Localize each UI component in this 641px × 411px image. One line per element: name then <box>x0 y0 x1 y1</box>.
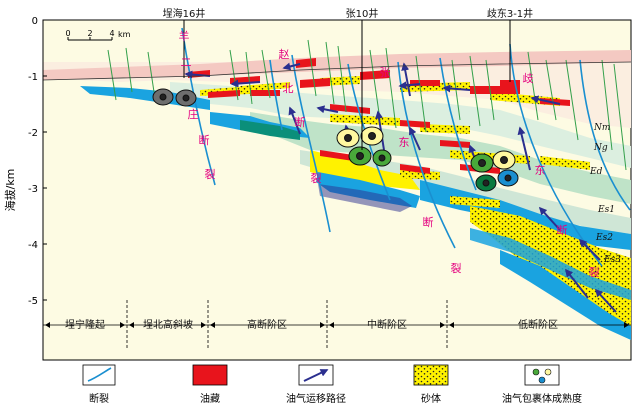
stratum-es2: Es2 <box>595 233 613 243</box>
middle-block-stripes <box>318 184 412 212</box>
svg-text:赵: 赵 <box>279 47 290 61</box>
scale-bar: 0 2 4 km <box>65 29 131 41</box>
zone-high-step: 高断阶区 <box>247 318 287 331</box>
well-label-zhang10: 张10井 <box>346 7 379 20</box>
stratum-es3: Es3 <box>603 255 621 265</box>
minor-faults <box>107 39 627 171</box>
zone-chengning-uplift: 埕宁隆起 <box>65 318 105 331</box>
svg-text:庄: 庄 <box>188 107 199 121</box>
stratum-es1: Es1 <box>597 205 615 215</box>
svg-text:裂: 裂 <box>205 168 216 181</box>
svg-text:油气包裹体成熟度: 油气包裹体成熟度 <box>502 392 582 405</box>
svg-text:二: 二 <box>181 56 192 69</box>
well-lines <box>183 20 511 150</box>
legend: 断裂 油藏 油气运移路径 砂体 油气包裹体成熟度 <box>82 364 582 405</box>
fault-yangerzhuang <box>181 27 216 186</box>
legend-sand: 砂体 <box>413 364 449 405</box>
svg-text:歧: 歧 <box>523 72 534 85</box>
y-tick-0: 0 <box>32 16 38 27</box>
scale-tick-0: 0 <box>65 29 70 38</box>
svg-text:断: 断 <box>199 133 210 147</box>
svg-text:裂: 裂 <box>589 266 600 279</box>
y-tick-1: -1 <box>28 72 38 83</box>
svg-text:砂体: 砂体 <box>421 392 441 405</box>
well-label-qidong3-1: 歧东3-1井 <box>487 7 533 20</box>
layer-es3-blue-lower <box>500 250 631 340</box>
surface-line <box>42 61 632 81</box>
zone-bar: 埕宁隆起 埕北高斜坡 高断阶区 中断阶区 低断阶区 <box>43 300 631 350</box>
svg-text:断: 断 <box>295 115 306 129</box>
y-tick-4: -4 <box>28 240 38 251</box>
scale-tick-2: 2 <box>87 29 92 38</box>
svg-text:东: 东 <box>535 164 546 177</box>
zone-chengbei-slope: 埕北高斜坡 <box>143 318 193 331</box>
y-tick-2: -2 <box>28 128 38 139</box>
svg-text:东: 东 <box>399 136 410 149</box>
zone-middle-step: 中断阶区 <box>367 318 407 331</box>
legend-inclusion-maturity: 油气包裹体成熟度 <box>502 364 582 405</box>
fault-name-labels: 羊 二 庄 断 裂 赵 北 断 裂 张 东 断 裂 歧 东 断 裂 <box>179 29 600 279</box>
section-body <box>43 27 631 340</box>
stratum-nm: Nm <box>593 123 610 133</box>
svg-text:裂: 裂 <box>451 262 462 275</box>
y-axis: 0 -1 -2 -3 -4 -5 海拔/km <box>3 16 47 360</box>
stratum-ed: Ed <box>589 167 603 177</box>
scale-tick-4: 4 <box>109 29 114 38</box>
svg-text:张: 张 <box>380 66 391 79</box>
y-axis-label: 海拔/km <box>3 169 17 212</box>
fault-zhaobei <box>291 54 331 233</box>
legend-fault: 断裂 <box>82 364 116 405</box>
svg-text:断: 断 <box>423 215 434 229</box>
zone-low-step: 低断阶区 <box>518 318 558 331</box>
svg-text:断: 断 <box>557 223 568 237</box>
scale-unit: km <box>118 30 131 39</box>
slope-blue <box>80 86 210 110</box>
layer-es3-blue-mid <box>470 228 631 300</box>
svg-text:羊: 羊 <box>179 29 190 43</box>
inclusion-circles <box>152 88 519 192</box>
svg-text:断裂: 断裂 <box>89 392 109 405</box>
legend-oil-reservoir: 油藏 <box>192 364 228 405</box>
layer-ng <box>170 82 631 168</box>
well-label-chenghai16: 埕海16井 <box>163 7 206 20</box>
strata-labels: Nm Ng Ed Es1 Es2 Es3 <box>589 123 621 265</box>
svg-text:油气运移路径: 油气运移路径 <box>286 392 346 405</box>
high-step-green <box>240 120 300 140</box>
stratum-ng: Ng <box>593 143 608 153</box>
y-tick-5: -5 <box>28 296 38 307</box>
legend-migration: 油气运移路径 <box>286 364 346 405</box>
svg-text:北: 北 <box>283 82 294 95</box>
y-tick-3: -3 <box>28 184 38 195</box>
svg-text:裂: 裂 <box>311 172 322 185</box>
svg-text:油藏: 油藏 <box>200 392 220 405</box>
middle-block-sand <box>310 150 420 190</box>
